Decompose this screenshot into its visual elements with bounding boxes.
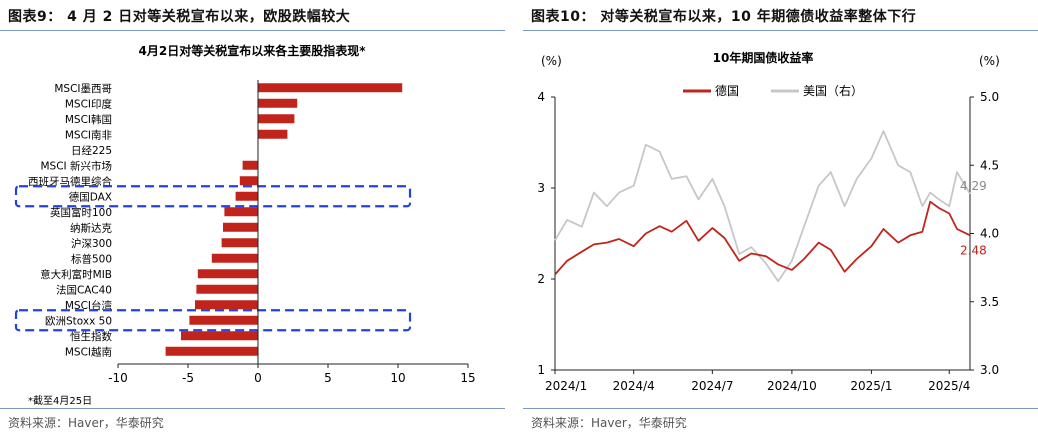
x-tick-label: -5 bbox=[182, 371, 194, 385]
bar-category-label: MSCI印度 bbox=[65, 97, 113, 110]
bar-15 bbox=[189, 315, 258, 325]
bar-category-label: 西班牙马德里综合 bbox=[28, 175, 112, 188]
bar-chart-title: 4月2日对等关税宣布以来各主要股指表现* bbox=[139, 43, 367, 58]
bar-5 bbox=[242, 160, 258, 170]
highlight-box-15 bbox=[14, 309, 412, 332]
left-source-note: 资料来源：Haver，华泰研究 bbox=[8, 416, 164, 430]
x-tick-label: 2025/1 bbox=[850, 379, 892, 393]
x-tick-label: 15 bbox=[460, 371, 475, 385]
bar-9 bbox=[223, 222, 258, 232]
x-tick-label: -10 bbox=[108, 371, 128, 385]
left-tick-label: 1 bbox=[537, 363, 545, 377]
x-tick-label: 10 bbox=[390, 371, 405, 385]
bar-category-label: 意大利富时MIB bbox=[40, 268, 112, 281]
bar-chart-footnote: *截至4月25日 bbox=[28, 394, 92, 407]
bar-category-label: MSCI台湾 bbox=[65, 299, 113, 312]
x-tick-label: 2024/1 bbox=[545, 379, 587, 393]
right-axis-unit: (%) bbox=[979, 54, 1000, 68]
legend-label: 美国（右） bbox=[803, 83, 863, 98]
right-panel: 图表10： 对等关税宣布以来，10 年期德债收益率整体下行 10年期国债收益率 (… bbox=[523, 0, 1038, 444]
right-tick-label: 4.0 bbox=[980, 227, 999, 241]
bar-category-label: MSCI 新兴市场 bbox=[41, 159, 113, 172]
bar-8 bbox=[224, 207, 258, 217]
bar-11 bbox=[211, 253, 258, 263]
bar-3 bbox=[258, 129, 288, 139]
bar-12 bbox=[197, 269, 258, 279]
left-panel-heading: 图表9： 4 月 2 日对等关税宣布以来，欧股跌幅较大 bbox=[8, 9, 351, 25]
x-tick-label: 2024/10 bbox=[767, 379, 817, 393]
left-heading-rule bbox=[0, 30, 505, 31]
x-tick-label: 0 bbox=[254, 371, 262, 385]
bar-category-label: 德国DAX bbox=[69, 190, 112, 203]
bar-13 bbox=[196, 284, 258, 294]
bar-6 bbox=[239, 176, 258, 186]
bar-10 bbox=[221, 238, 258, 248]
bar-category-label: 标普500 bbox=[71, 252, 112, 265]
left-tick-label: 3 bbox=[537, 181, 545, 195]
bar-category-label: 恒生指数 bbox=[70, 330, 112, 343]
right-panel-heading: 图表10： 对等关税宣布以来，10 年期德债收益率整体下行 bbox=[531, 9, 917, 25]
left-axis-unit: (%) bbox=[541, 54, 562, 68]
bar-category-label: 英国富时100 bbox=[50, 206, 112, 219]
x-tick-label: 2024/7 bbox=[691, 379, 733, 393]
bar-2 bbox=[258, 114, 295, 124]
bar-chart: 4月2日对等关税宣布以来各主要股指表现* MSCI墨西哥 MSCI印度 MSCI韩国 M… bbox=[14, 43, 476, 407]
right-tick-label: 5.0 bbox=[980, 90, 999, 104]
right-tick-label: 3.0 bbox=[980, 363, 999, 377]
left-footer-rule bbox=[0, 408, 505, 409]
highlight-box-7 bbox=[14, 185, 412, 208]
bar-category-label: 法国CAC40 bbox=[56, 283, 112, 296]
x-tick-label: 2025/4 bbox=[928, 379, 970, 393]
legend-label: 德国 bbox=[715, 83, 739, 98]
bar-category-label: 日经225 bbox=[71, 144, 112, 157]
series-end-label: 4.29 bbox=[960, 179, 987, 193]
bar-category-label: 纳斯达克 bbox=[70, 221, 112, 234]
right-heading-rule bbox=[523, 30, 1038, 31]
right-tick-label: 3.5 bbox=[980, 295, 999, 309]
x-tick-label: 2024/4 bbox=[613, 379, 655, 393]
bar-17 bbox=[165, 346, 258, 356]
bar-category-label: MSCI韩国 bbox=[65, 113, 112, 126]
bar-7 bbox=[235, 191, 258, 201]
right-source-note: 资料来源：Haver，华泰研究 bbox=[531, 416, 687, 430]
bar-14 bbox=[195, 300, 258, 310]
line-chart-title: 10年期国债收益率 bbox=[713, 50, 814, 65]
x-tick-label: 5 bbox=[324, 371, 332, 385]
left-tick-label: 2 bbox=[537, 272, 545, 286]
bar-category-label: MSCI越南 bbox=[65, 345, 112, 358]
series-end-label: 2.48 bbox=[960, 243, 987, 257]
right-tick-label: 4.5 bbox=[980, 158, 999, 172]
bar-category-label: MSCI墨西哥 bbox=[54, 83, 112, 95]
left-tick-label: 4 bbox=[537, 90, 545, 104]
series-line-us bbox=[554, 130, 971, 283]
left-panel: 图表9： 4 月 2 日对等关税宣布以来，欧股跌幅较大 4月2日对等关税宣布以来… bbox=[0, 0, 505, 444]
bar-16 bbox=[181, 331, 258, 341]
bar-0 bbox=[258, 83, 403, 93]
bar-category-label: MSCI南非 bbox=[65, 128, 113, 141]
bar-category-label: 沪深300 bbox=[71, 237, 112, 250]
right-footer-rule bbox=[523, 408, 1038, 409]
line-chart: 10年期国债收益率 (%) (%) 1 2 3 4 3.0 3.5 4.0 4.5 5.0 2024/1… bbox=[537, 50, 1000, 393]
bar-1 bbox=[258, 98, 298, 108]
bar-category-label: 欧洲Stoxx 50 bbox=[45, 315, 112, 327]
series-line-germany bbox=[554, 200, 971, 276]
